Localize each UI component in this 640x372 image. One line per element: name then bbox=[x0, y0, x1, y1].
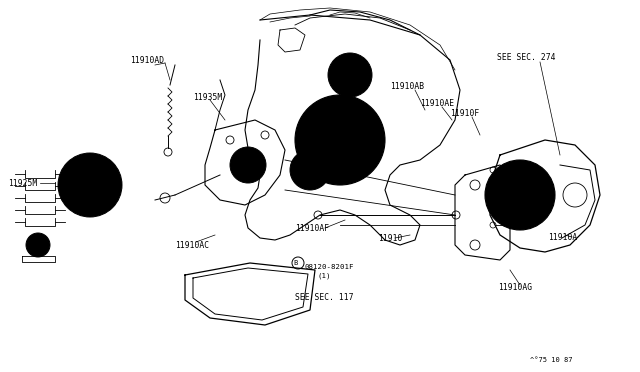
Circle shape bbox=[290, 150, 330, 190]
Text: 11910AG: 11910AG bbox=[498, 282, 532, 292]
Text: 11925M: 11925M bbox=[8, 179, 37, 187]
Circle shape bbox=[26, 233, 50, 257]
Text: SEE SEC. 117: SEE SEC. 117 bbox=[295, 294, 353, 302]
Circle shape bbox=[328, 53, 372, 97]
Circle shape bbox=[295, 95, 385, 185]
Text: B: B bbox=[294, 260, 298, 266]
Text: 11910F: 11910F bbox=[450, 109, 479, 118]
Circle shape bbox=[62, 159, 118, 215]
Text: 11910AD: 11910AD bbox=[130, 55, 164, 64]
Text: ^°75 10 87: ^°75 10 87 bbox=[530, 357, 573, 363]
Text: 11910: 11910 bbox=[378, 234, 403, 243]
Text: 11910AB: 11910AB bbox=[390, 81, 424, 90]
Text: 11935M: 11935M bbox=[193, 93, 222, 102]
Text: SEE SEC. 274: SEE SEC. 274 bbox=[497, 52, 556, 61]
Circle shape bbox=[74, 175, 106, 207]
Circle shape bbox=[68, 167, 112, 211]
Text: 11910AE: 11910AE bbox=[420, 99, 454, 108]
Text: 11910A: 11910A bbox=[548, 232, 577, 241]
Circle shape bbox=[485, 160, 555, 230]
Circle shape bbox=[230, 147, 266, 183]
Circle shape bbox=[78, 173, 102, 197]
Text: 11910AF: 11910AF bbox=[295, 224, 329, 232]
Text: 08120-8201F: 08120-8201F bbox=[305, 264, 355, 270]
Circle shape bbox=[58, 153, 122, 217]
Text: 11910AC: 11910AC bbox=[175, 241, 209, 250]
Text: (1): (1) bbox=[318, 273, 332, 279]
